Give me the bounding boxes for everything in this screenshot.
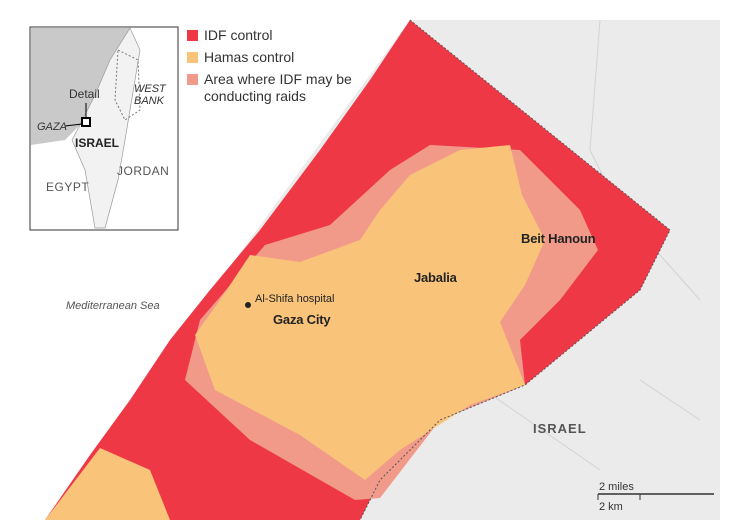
inset-map: [29, 26, 179, 231]
place-label: Al-Shifa hospital: [255, 293, 335, 305]
legend-swatch: [187, 52, 198, 63]
inset-label: WEST BANK: [134, 83, 166, 108]
sea-label: Mediterranean Sea: [66, 300, 160, 312]
legend-label: Hamas control: [204, 49, 295, 65]
inset-leader: [64, 123, 83, 127]
inset-label: JORDAN: [117, 164, 170, 178]
inset-label: Detail: [69, 87, 100, 101]
place-label: Jabalia: [414, 270, 457, 285]
scale-label: 2 miles: [599, 481, 634, 493]
inset-label: ISRAEL: [75, 136, 120, 150]
place-label: Beit Hanoun: [521, 231, 596, 246]
legend-swatch: [187, 30, 198, 41]
hamas-area: [45, 448, 170, 520]
place-label: ISRAEL: [533, 421, 587, 436]
legend-item: IDF control: [187, 27, 377, 44]
legend: IDF control Hamas control Area where IDF m…: [187, 27, 377, 110]
legend-item: Hamas control: [187, 49, 377, 66]
hospital-dot: [245, 302, 251, 308]
inset-westbank: [114, 49, 141, 121]
hamas-area: [195, 145, 545, 480]
inset-label: EGYPT: [46, 180, 90, 194]
inset-sea: [31, 28, 130, 145]
scale-label: 2 km: [599, 501, 623, 513]
legend-label: IDF control: [204, 27, 273, 43]
legend-swatch: [187, 74, 198, 85]
inset-label: GAZA: [37, 121, 67, 133]
inset-detail-box: [81, 117, 91, 127]
place-label: Gaza City: [273, 312, 331, 327]
legend-item: Area where IDF may be conducting raids: [187, 71, 377, 105]
legend-label: Area where IDF may be conducting raids: [204, 71, 352, 104]
inset-israel: [71, 27, 141, 229]
